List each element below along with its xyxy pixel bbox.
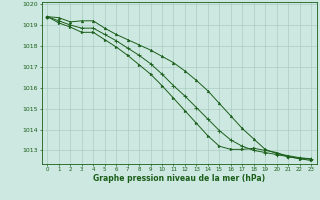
X-axis label: Graphe pression niveau de la mer (hPa): Graphe pression niveau de la mer (hPa) — [93, 174, 265, 183]
